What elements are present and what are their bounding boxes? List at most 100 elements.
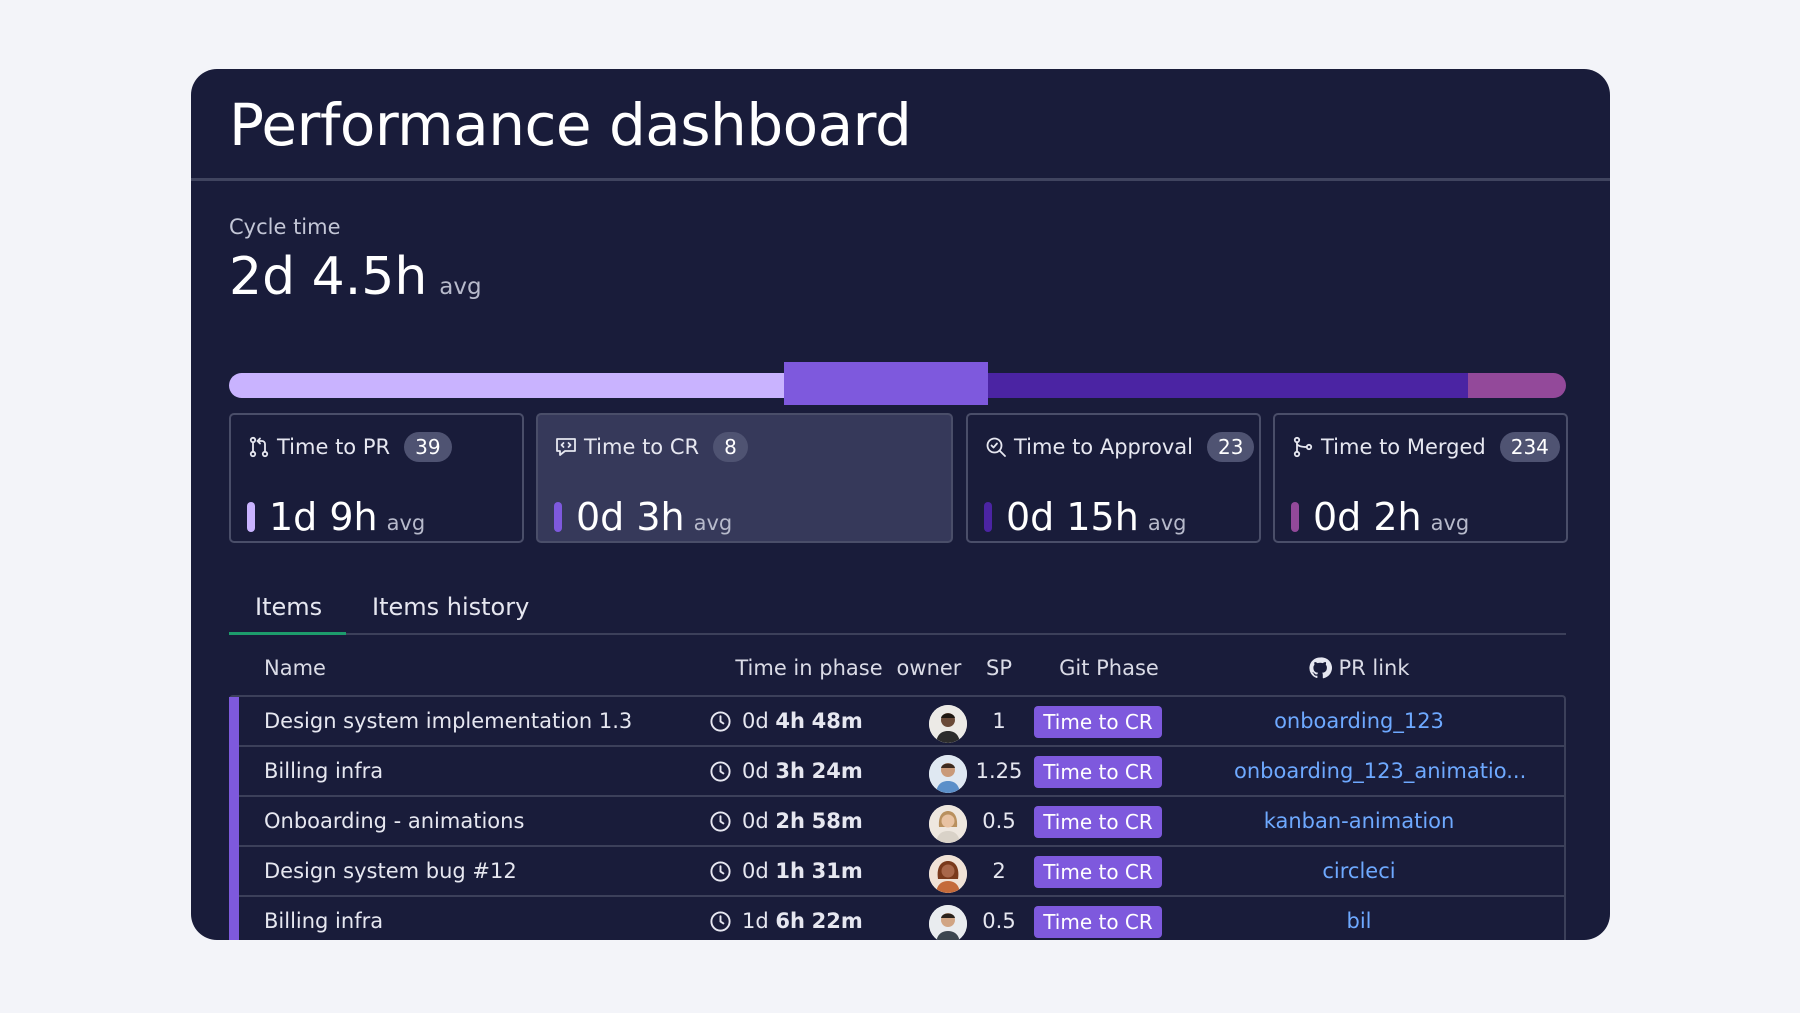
- avatar[interactable]: [929, 755, 967, 793]
- table-row[interactable]: Billing infra 0d 3h 24m 1.25 Time to CR …: [239, 747, 1564, 797]
- code-review-icon: [556, 438, 576, 456]
- table-row[interactable]: Design system implementation 1.3 0d 4h 4…: [239, 697, 1564, 747]
- time-hours: 6h: [775, 909, 805, 933]
- story-points: 0.5: [982, 909, 1016, 933]
- avatar-person-icon: [929, 855, 967, 893]
- time-in-phase: 0d 4h 48m: [709, 697, 863, 745]
- time-in-phase: 1d 6h 22m: [709, 897, 863, 940]
- card-count-badge: 234: [1499, 432, 1560, 462]
- group-color-accent: [229, 697, 239, 940]
- table-header: Name Time in phase owner SP Git Phase PR…: [229, 648, 1566, 688]
- card-metric: 0d 15h avg: [984, 495, 1186, 539]
- progress-segment-time-to-cr[interactable]: [784, 362, 988, 405]
- git-phase-badge[interactable]: Time to CR: [1034, 706, 1162, 738]
- table-row[interactable]: Billing infra 1d 6h 22m 0.5 Time to CR b…: [239, 897, 1564, 940]
- time-minutes: 48m: [811, 709, 863, 733]
- card-avg-label: avg: [1430, 511, 1470, 535]
- git-phase-badge[interactable]: Time to CR: [1034, 906, 1162, 938]
- git-phase-badge[interactable]: Time to CR: [1034, 856, 1162, 888]
- card-value: 0d 3h: [576, 495, 685, 539]
- active-tab-underline: [229, 632, 346, 635]
- time-in-phase: 0d 3h 24m: [709, 747, 863, 795]
- column-header-owner[interactable]: owner: [896, 656, 962, 680]
- avatar[interactable]: [929, 805, 967, 843]
- column-header-time-in-phase[interactable]: Time in phase: [735, 656, 883, 680]
- card-time-to-approval[interactable]: Time to Approval 23 0d 15h avg: [966, 413, 1261, 543]
- clock-icon: [710, 760, 731, 782]
- table-row[interactable]: Onboarding - animations 0d 2h 58m 0.5 Ti…: [239, 797, 1564, 847]
- tab-items-history[interactable]: Items history: [372, 593, 530, 621]
- item-name[interactable]: Design system bug #12: [264, 859, 517, 883]
- item-name[interactable]: Billing infra: [264, 759, 384, 783]
- avatar-person-icon: [929, 905, 967, 940]
- card-avg-label: avg: [1147, 511, 1187, 535]
- avatar[interactable]: [929, 905, 967, 940]
- card-header: Time to Merged 234: [1291, 431, 1560, 463]
- performance-dashboard-panel: Performance dashboard Cycle time 2d 4.5h…: [191, 69, 1610, 940]
- progress-segment-time-to-pr[interactable]: [229, 373, 784, 398]
- tab-bar: Items Items history: [229, 585, 1566, 635]
- progress-segment-time-to-approval[interactable]: [988, 373, 1468, 398]
- time-days: 0d: [742, 859, 769, 883]
- pr-link[interactable]: circleci: [1322, 859, 1396, 883]
- story-points: 0.5: [982, 809, 1016, 833]
- card-header: Time to Approval 23: [984, 431, 1255, 463]
- progress-segment-time-to-merged[interactable]: [1468, 373, 1566, 398]
- item-name[interactable]: Billing infra: [264, 909, 384, 933]
- pr-link-header-label: PR link: [1338, 656, 1410, 680]
- card-count-badge: 23: [1207, 432, 1255, 462]
- time-days: 1d: [742, 909, 769, 933]
- cycle-time-value: 2d 4.5h avg: [229, 247, 482, 307]
- avatar[interactable]: [929, 705, 967, 743]
- time-days: 0d: [742, 709, 769, 733]
- pr-link[interactable]: bil: [1346, 909, 1372, 933]
- git-phase-badge[interactable]: Time to CR: [1034, 806, 1162, 838]
- clock-icon: [710, 910, 731, 932]
- card-title: Time to PR: [277, 435, 391, 459]
- card-value: 0d 15h: [1006, 495, 1139, 539]
- column-header-pr-link[interactable]: PR link: [1234, 656, 1484, 680]
- table-row[interactable]: Design system bug #12 0d 1h 31m 2 Time t…: [239, 847, 1564, 897]
- pr-link[interactable]: onboarding_123_animatio...: [1234, 759, 1527, 783]
- clock-icon: [710, 810, 731, 832]
- avatar[interactable]: [929, 855, 967, 893]
- time-in-phase: 0d 1h 31m: [709, 847, 863, 895]
- avatar-person-icon: [929, 705, 967, 743]
- title-divider: [191, 178, 1610, 181]
- time-hours: 2h: [775, 809, 805, 833]
- item-name[interactable]: Design system implementation 1.3: [264, 709, 633, 733]
- time-in-phase: 0d 2h 58m: [709, 797, 863, 845]
- card-color-indicator: [984, 502, 992, 532]
- time-minutes: 24m: [811, 759, 863, 783]
- card-time-to-merged[interactable]: Time to Merged 234 0d 2h avg: [1273, 413, 1568, 543]
- tab-items[interactable]: Items: [255, 593, 323, 621]
- column-header-git-phase[interactable]: Git Phase: [1059, 656, 1159, 680]
- column-header-sp[interactable]: SP: [986, 656, 1012, 680]
- card-metric: 0d 2h avg: [1291, 495, 1469, 539]
- time-minutes: 58m: [811, 809, 863, 833]
- card-avg-label: avg: [386, 511, 426, 535]
- story-points: 2: [992, 859, 1006, 883]
- time-hours: 3h: [775, 759, 805, 783]
- time-minutes: 31m: [811, 859, 863, 883]
- pr-link[interactable]: onboarding_123: [1274, 709, 1444, 733]
- clock-icon: [710, 860, 731, 882]
- story-points: 1.25: [975, 759, 1023, 783]
- card-header: Time to PR 39: [247, 431, 452, 463]
- card-avg-label: avg: [693, 511, 733, 535]
- cycle-time-number: 2d 4.5h: [229, 247, 428, 307]
- card-header: Time to CR 8: [554, 431, 748, 463]
- card-color-indicator: [554, 502, 562, 532]
- card-time-to-cr[interactable]: Time to CR 8 0d 3h avg: [536, 413, 953, 543]
- pr-link[interactable]: kanban-animation: [1263, 809, 1455, 833]
- item-name[interactable]: Onboarding - animations: [264, 809, 525, 833]
- cycle-time-label: Cycle time: [229, 215, 341, 239]
- git-phase-badge[interactable]: Time to CR: [1034, 756, 1162, 788]
- card-time-to-pr[interactable]: Time to PR 39 1d 9h avg: [229, 413, 524, 543]
- merge-icon: [1293, 436, 1313, 458]
- cycle-phase-progress-bar: [229, 360, 1566, 410]
- card-color-indicator: [247, 502, 255, 532]
- column-header-name[interactable]: Name: [264, 656, 326, 680]
- card-title: Time to CR: [584, 435, 700, 459]
- time-days: 0d: [742, 759, 769, 783]
